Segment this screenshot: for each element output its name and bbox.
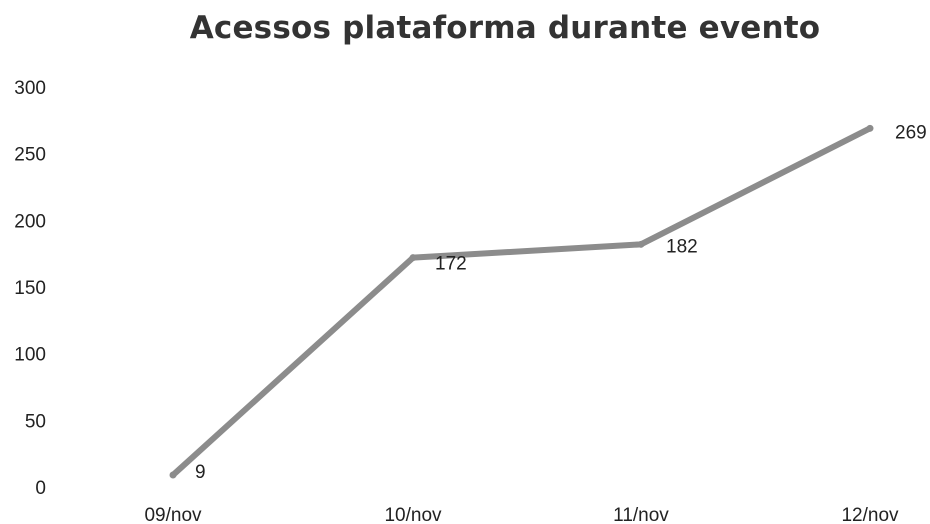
- y-tick-label: 250: [14, 145, 46, 166]
- data-labels: 9 172 182 269: [195, 122, 927, 483]
- x-tick-label: 12/nov: [841, 505, 899, 524]
- series-line: [170, 125, 873, 478]
- y-tick-label: 200: [14, 211, 46, 232]
- y-axis: 0 50 100 150 200 250 300: [14, 78, 46, 499]
- data-point: [409, 254, 417, 262]
- x-tick-label: 10/nov: [384, 505, 442, 524]
- data-label: 269: [895, 122, 927, 143]
- x-tick-label: 09/nov: [144, 505, 202, 524]
- y-tick-label: 150: [14, 278, 46, 299]
- data-point: [637, 240, 645, 248]
- data-point: [169, 471, 177, 479]
- x-tick-label: 11/nov: [613, 505, 669, 524]
- data-label: 9: [195, 462, 206, 483]
- y-tick-label: 50: [25, 411, 46, 432]
- series: [169, 124, 874, 479]
- y-tick-label: 0: [35, 478, 46, 499]
- y-tick-label: 300: [14, 78, 46, 99]
- data-label: 182: [666, 236, 698, 257]
- chart-title: Acessos plataforma durante evento: [189, 10, 821, 46]
- data-point: [866, 124, 874, 132]
- data-label: 172: [435, 254, 467, 275]
- y-tick-label: 100: [14, 345, 46, 366]
- x-axis: 09/nov 10/nov 11/nov 12/nov: [144, 505, 899, 524]
